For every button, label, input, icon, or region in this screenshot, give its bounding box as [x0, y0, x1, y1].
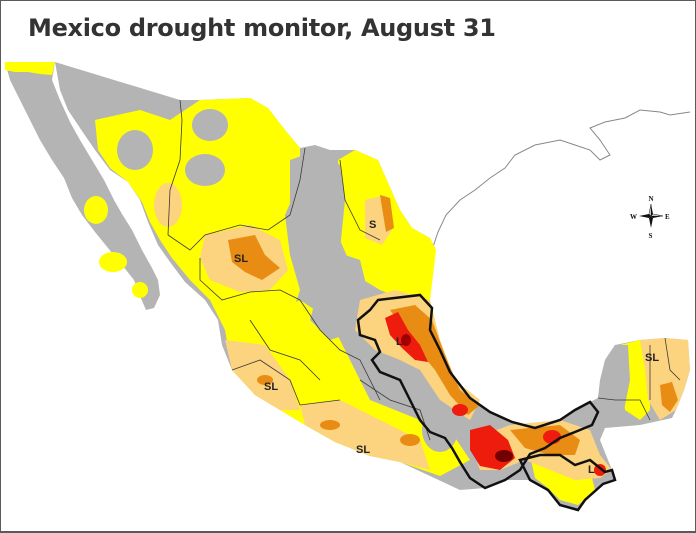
baja-california — [5, 62, 160, 310]
no-drought-coahuila — [290, 150, 345, 260]
d2-oaxaca — [400, 434, 420, 446]
label-l-veracruz: L — [396, 336, 403, 348]
compass-rose-icon: N S E W — [630, 195, 670, 240]
us-gulf-coastline — [429, 109, 691, 271]
state-borders — [167, 99, 681, 441]
d1-jalisco — [225, 340, 300, 410]
d0-central-south — [225, 300, 470, 476]
baja-d0-south1 — [99, 252, 127, 272]
map-title: Mexico drought monitor, August 31 — [28, 14, 496, 42]
compass-n: N — [649, 195, 654, 203]
label-sl-yucatan: SL — [645, 352, 659, 364]
impact-outline-chiapas — [518, 453, 617, 512]
d2-jalisco — [257, 375, 273, 385]
no-drought-chihuahua1 — [192, 109, 228, 141]
compass-s: S — [649, 232, 653, 240]
label-sl-jalisco: SL — [264, 381, 278, 393]
no-drought-central — [310, 250, 370, 340]
compass-e: E — [665, 213, 670, 221]
baja-d0-north — [5, 62, 55, 75]
compass-w: W — [630, 213, 637, 221]
label-sl-guerrero: SL — [356, 444, 370, 456]
d2-quintana-roo — [660, 382, 678, 412]
baja-d0-mid — [84, 196, 108, 224]
d1-sonora — [154, 183, 182, 227]
d2-guerrero — [320, 420, 340, 430]
d2-veracruz — [390, 305, 480, 415]
d3-coast — [452, 404, 468, 416]
d4-oaxaca — [495, 450, 513, 462]
d4-veracruz — [401, 334, 411, 346]
label-s-tamaulipas: S — [369, 219, 376, 231]
no-drought-yucatan-west — [598, 345, 630, 428]
impact-outline-veracruz — [356, 293, 600, 490]
no-drought-sonora — [117, 130, 153, 170]
d2-tamaulipas-coast — [380, 195, 394, 232]
d2-durango — [228, 235, 280, 280]
label-l-chiapas: L — [588, 464, 595, 476]
d1-guerrero — [300, 400, 430, 470]
label-sl-durango: SL — [234, 253, 248, 265]
baja-d0-south2 — [132, 282, 148, 298]
no-drought-oaxaca — [422, 408, 458, 452]
no-drought-chihuahua2 — [185, 154, 225, 186]
